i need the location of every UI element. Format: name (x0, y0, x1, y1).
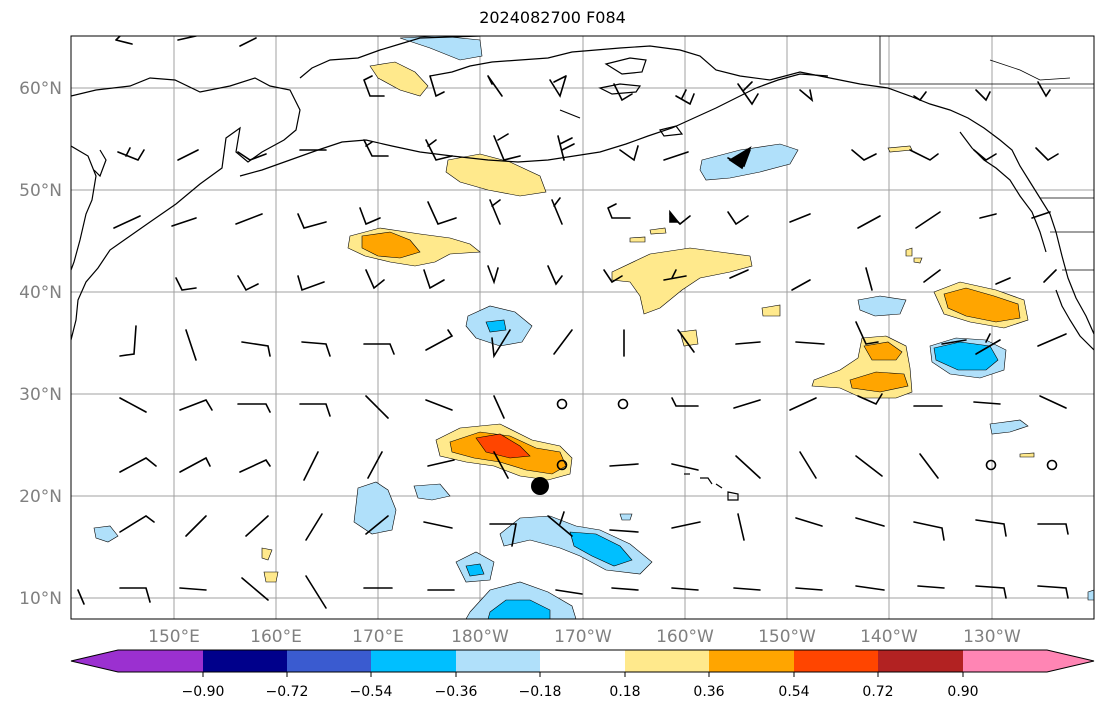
colorbar-tick-label: −0.36 (435, 684, 478, 700)
lat-label: 20°N (19, 487, 62, 507)
borders (879, 36, 1094, 271)
contour-negative (569, 531, 633, 567)
lon-label: 180°W (451, 627, 509, 647)
lon-label: 150°E (148, 627, 200, 647)
colorbar-seg (456, 650, 540, 672)
lon-label: 150°W (758, 627, 816, 647)
colorbar-tick-label: 0.18 (609, 684, 640, 700)
colorbar-tick-label: 0.36 (693, 684, 724, 700)
lon-label: 140°W (860, 627, 918, 647)
colorbar-tick-label: 0.90 (947, 684, 978, 700)
colorbar-tick-label: 0.72 (862, 684, 893, 700)
anomaly-contours (93, 36, 1094, 619)
colorbar-seg (371, 650, 456, 672)
colorbar-seg (540, 650, 625, 672)
contour-positive (361, 231, 421, 259)
colorbar-tick-label: −0.72 (266, 684, 309, 700)
calm-markers (556, 398, 1058, 471)
contour-positive (943, 287, 1021, 323)
colorbar: −0.90 −0.72 −0.54 −0.36 −0.18 0.18 0.36 … (70, 649, 1095, 700)
contour-positive (863, 341, 903, 361)
contour-negative (699, 143, 799, 181)
lat-label: 60°N (19, 79, 62, 99)
colorbar-tick-label: −0.90 (182, 684, 225, 700)
lon-label: 170°W (554, 627, 612, 647)
colorbar-seg (963, 650, 1094, 672)
colorbar-seg (287, 650, 371, 672)
latitude-labels: 60°N 50°N 40°N 30°N 20°N 10°N (19, 79, 62, 609)
lon-label: 160°W (656, 627, 714, 647)
plot-frame (70, 35, 1095, 620)
contour-positive (611, 247, 753, 315)
colorbar-seg (625, 650, 709, 672)
colorbar-seg (709, 650, 794, 672)
colorbar-seg (878, 650, 963, 672)
colorbar-tick-label: 0.54 (778, 684, 809, 700)
colorbar-seg (794, 650, 878, 672)
contour-negative (933, 341, 999, 371)
longitude-labels: 150°E 160°E 170°E 180°W 170°W 160°W 150°… (148, 627, 1021, 647)
lon-label: 130°W (963, 627, 1021, 647)
lat-label: 40°N (19, 283, 62, 303)
map-title: 2024082700 F084 (479, 8, 626, 27)
contour-negative (857, 295, 907, 317)
contour-positive (475, 433, 531, 459)
lon-label: 160°E (250, 627, 302, 647)
contour-positive (369, 61, 429, 97)
contour-positive (445, 153, 547, 197)
contour-positive (887, 145, 913, 153)
colorbar-tick-label: −0.18 (519, 684, 562, 700)
location-marker (531, 477, 549, 495)
contour-negative (353, 481, 397, 535)
colorbar-seg (71, 650, 203, 672)
colorbar-tick-label: −0.54 (350, 684, 393, 700)
colorbar-seg (203, 650, 287, 672)
lat-label: 10°N (19, 589, 62, 609)
lat-label: 30°N (19, 385, 62, 405)
contour-positive (849, 371, 909, 393)
contour-negative (399, 36, 483, 61)
wind-barbs (77, 36, 1069, 609)
lon-label: 170°E (352, 627, 404, 647)
lat-label: 50°N (19, 181, 62, 201)
